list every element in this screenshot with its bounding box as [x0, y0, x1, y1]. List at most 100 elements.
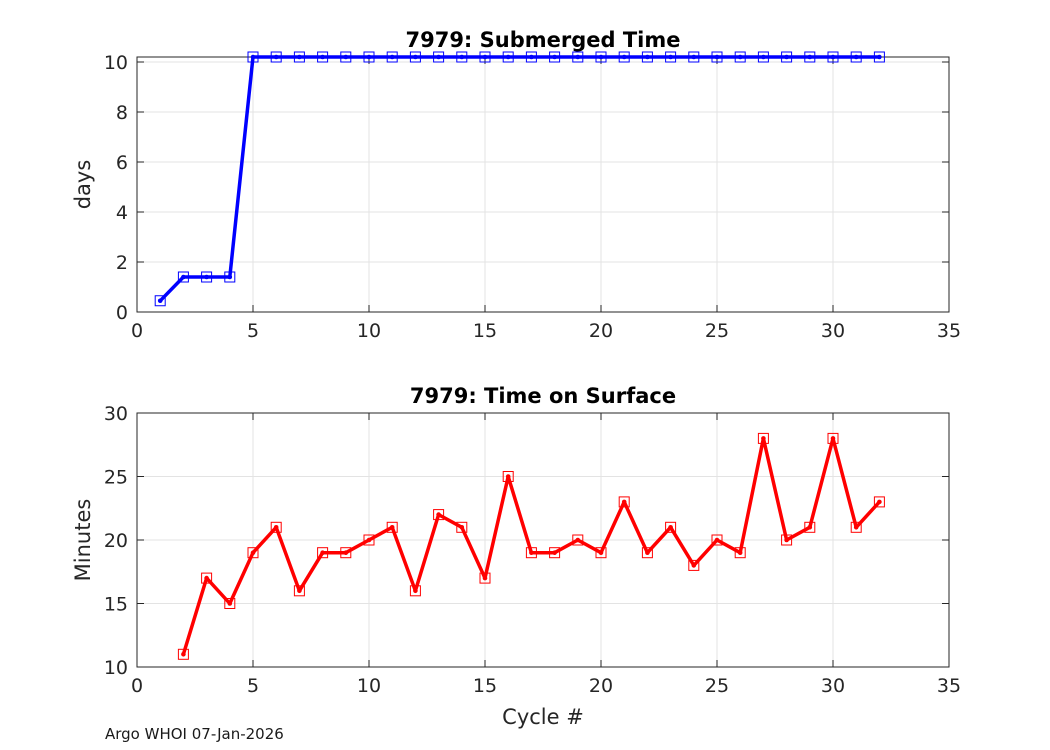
data-point [293, 51, 305, 63]
data-point-dot [830, 436, 836, 441]
data-point-dot [297, 588, 302, 594]
data-point [479, 51, 491, 63]
data-point [247, 51, 259, 63]
data-point [595, 51, 607, 63]
data-point-dot [459, 525, 465, 530]
data-point-dot [853, 54, 859, 60]
data-point-dot [343, 54, 349, 60]
data-point [850, 521, 862, 533]
data-point-dot [181, 274, 186, 280]
x-tick-label: 15 [473, 320, 497, 342]
data-point [177, 648, 189, 660]
data-point-dot [366, 537, 372, 543]
data-point [781, 51, 793, 63]
data-point-dot [853, 525, 859, 530]
data-point [757, 432, 769, 444]
data-point-dot [668, 54, 673, 60]
y-tick-label: 10 [104, 52, 128, 74]
data-point-dot [877, 54, 882, 60]
y-tick-label: 15 [104, 594, 128, 616]
data-point-dot [297, 54, 302, 60]
x-tick-label: 25 [705, 320, 729, 342]
data-point [270, 521, 282, 533]
data-point-dot [227, 601, 233, 606]
data-point-dot [645, 54, 650, 60]
data-point [177, 271, 189, 283]
chart-title: 7979: Submerged Time [405, 28, 680, 52]
data-point-dot [784, 54, 789, 60]
data-point [641, 51, 653, 63]
data-point [340, 547, 352, 559]
data-point [688, 559, 700, 571]
data-point [363, 51, 375, 63]
data-point-dot [714, 54, 720, 60]
data-point-dot [552, 550, 557, 555]
data-point-dot [761, 54, 766, 60]
x-tick-label: 5 [247, 675, 259, 697]
data-point [386, 51, 398, 63]
data-point-dot [389, 54, 395, 60]
y-tick-label: 6 [116, 152, 128, 174]
data-point [154, 295, 166, 307]
data-point [781, 534, 793, 546]
data-point-dot [691, 563, 697, 568]
data-point-dot [250, 550, 256, 555]
data-point [270, 51, 282, 63]
data-point [293, 585, 305, 597]
data-point [549, 547, 561, 559]
data-point-dot [877, 499, 882, 505]
submerged-time-chart: 0 5 10 15 20 25 30 35 0 2 4 6 8 10 7979: Submerged Tim… [71, 28, 961, 342]
data-point [804, 521, 816, 533]
data-point-dot [204, 274, 209, 280]
data-point [873, 496, 885, 508]
data-point [502, 471, 514, 482]
x-tick-label: 20 [589, 320, 613, 342]
y-axis-label: Minutes [71, 499, 95, 582]
data-point-dot [807, 54, 813, 60]
data-point [572, 51, 584, 63]
data-point-dot [343, 550, 349, 555]
data-point-dot [320, 54, 325, 60]
data-point [665, 51, 677, 63]
data-point [201, 271, 213, 283]
x-tick-label: 5 [247, 320, 259, 342]
x-tick-label: 25 [705, 675, 729, 697]
data-point [317, 51, 329, 63]
data-point [224, 598, 236, 609]
data-point-dot [552, 54, 557, 60]
y-tick-label: 2 [116, 252, 128, 274]
data-point [224, 271, 236, 283]
x-tick-label: 30 [821, 320, 845, 342]
data-point-dot [366, 54, 372, 60]
y-tick-label: 0 [116, 302, 128, 324]
data-point [502, 51, 514, 63]
x-tick-label: 0 [131, 320, 143, 342]
data-point-dot [482, 575, 488, 581]
surface-time-chart: 0 5 10 15 20 25 30 35 10 15 20 25 30 7979: Time on Su… [71, 384, 961, 729]
data-point [433, 509, 445, 521]
chart-title: 7979: Time on Surface [410, 384, 676, 408]
data-point-dot [691, 54, 697, 60]
data-point [665, 521, 677, 533]
data-point [827, 432, 839, 444]
data-point-dot [413, 54, 418, 60]
data-point [409, 585, 421, 597]
data-point-dot [598, 550, 604, 555]
data-point-dot [529, 54, 534, 60]
x-tick-label: 35 [937, 320, 961, 342]
data-point [595, 547, 607, 559]
x-tick-label: 10 [357, 320, 381, 342]
data-point [549, 51, 561, 63]
y-tick-label: 20 [104, 530, 128, 552]
data-point-dot [320, 550, 325, 555]
data-point [409, 51, 421, 63]
x-tick-label: 20 [589, 675, 613, 697]
data-point-dot [482, 54, 488, 60]
data-point [618, 51, 630, 63]
data-point-dot [807, 525, 813, 530]
x-tick-label: 35 [937, 675, 961, 697]
data-point [340, 51, 352, 63]
data-point-dot [714, 537, 720, 543]
data-point-dot [505, 474, 511, 479]
